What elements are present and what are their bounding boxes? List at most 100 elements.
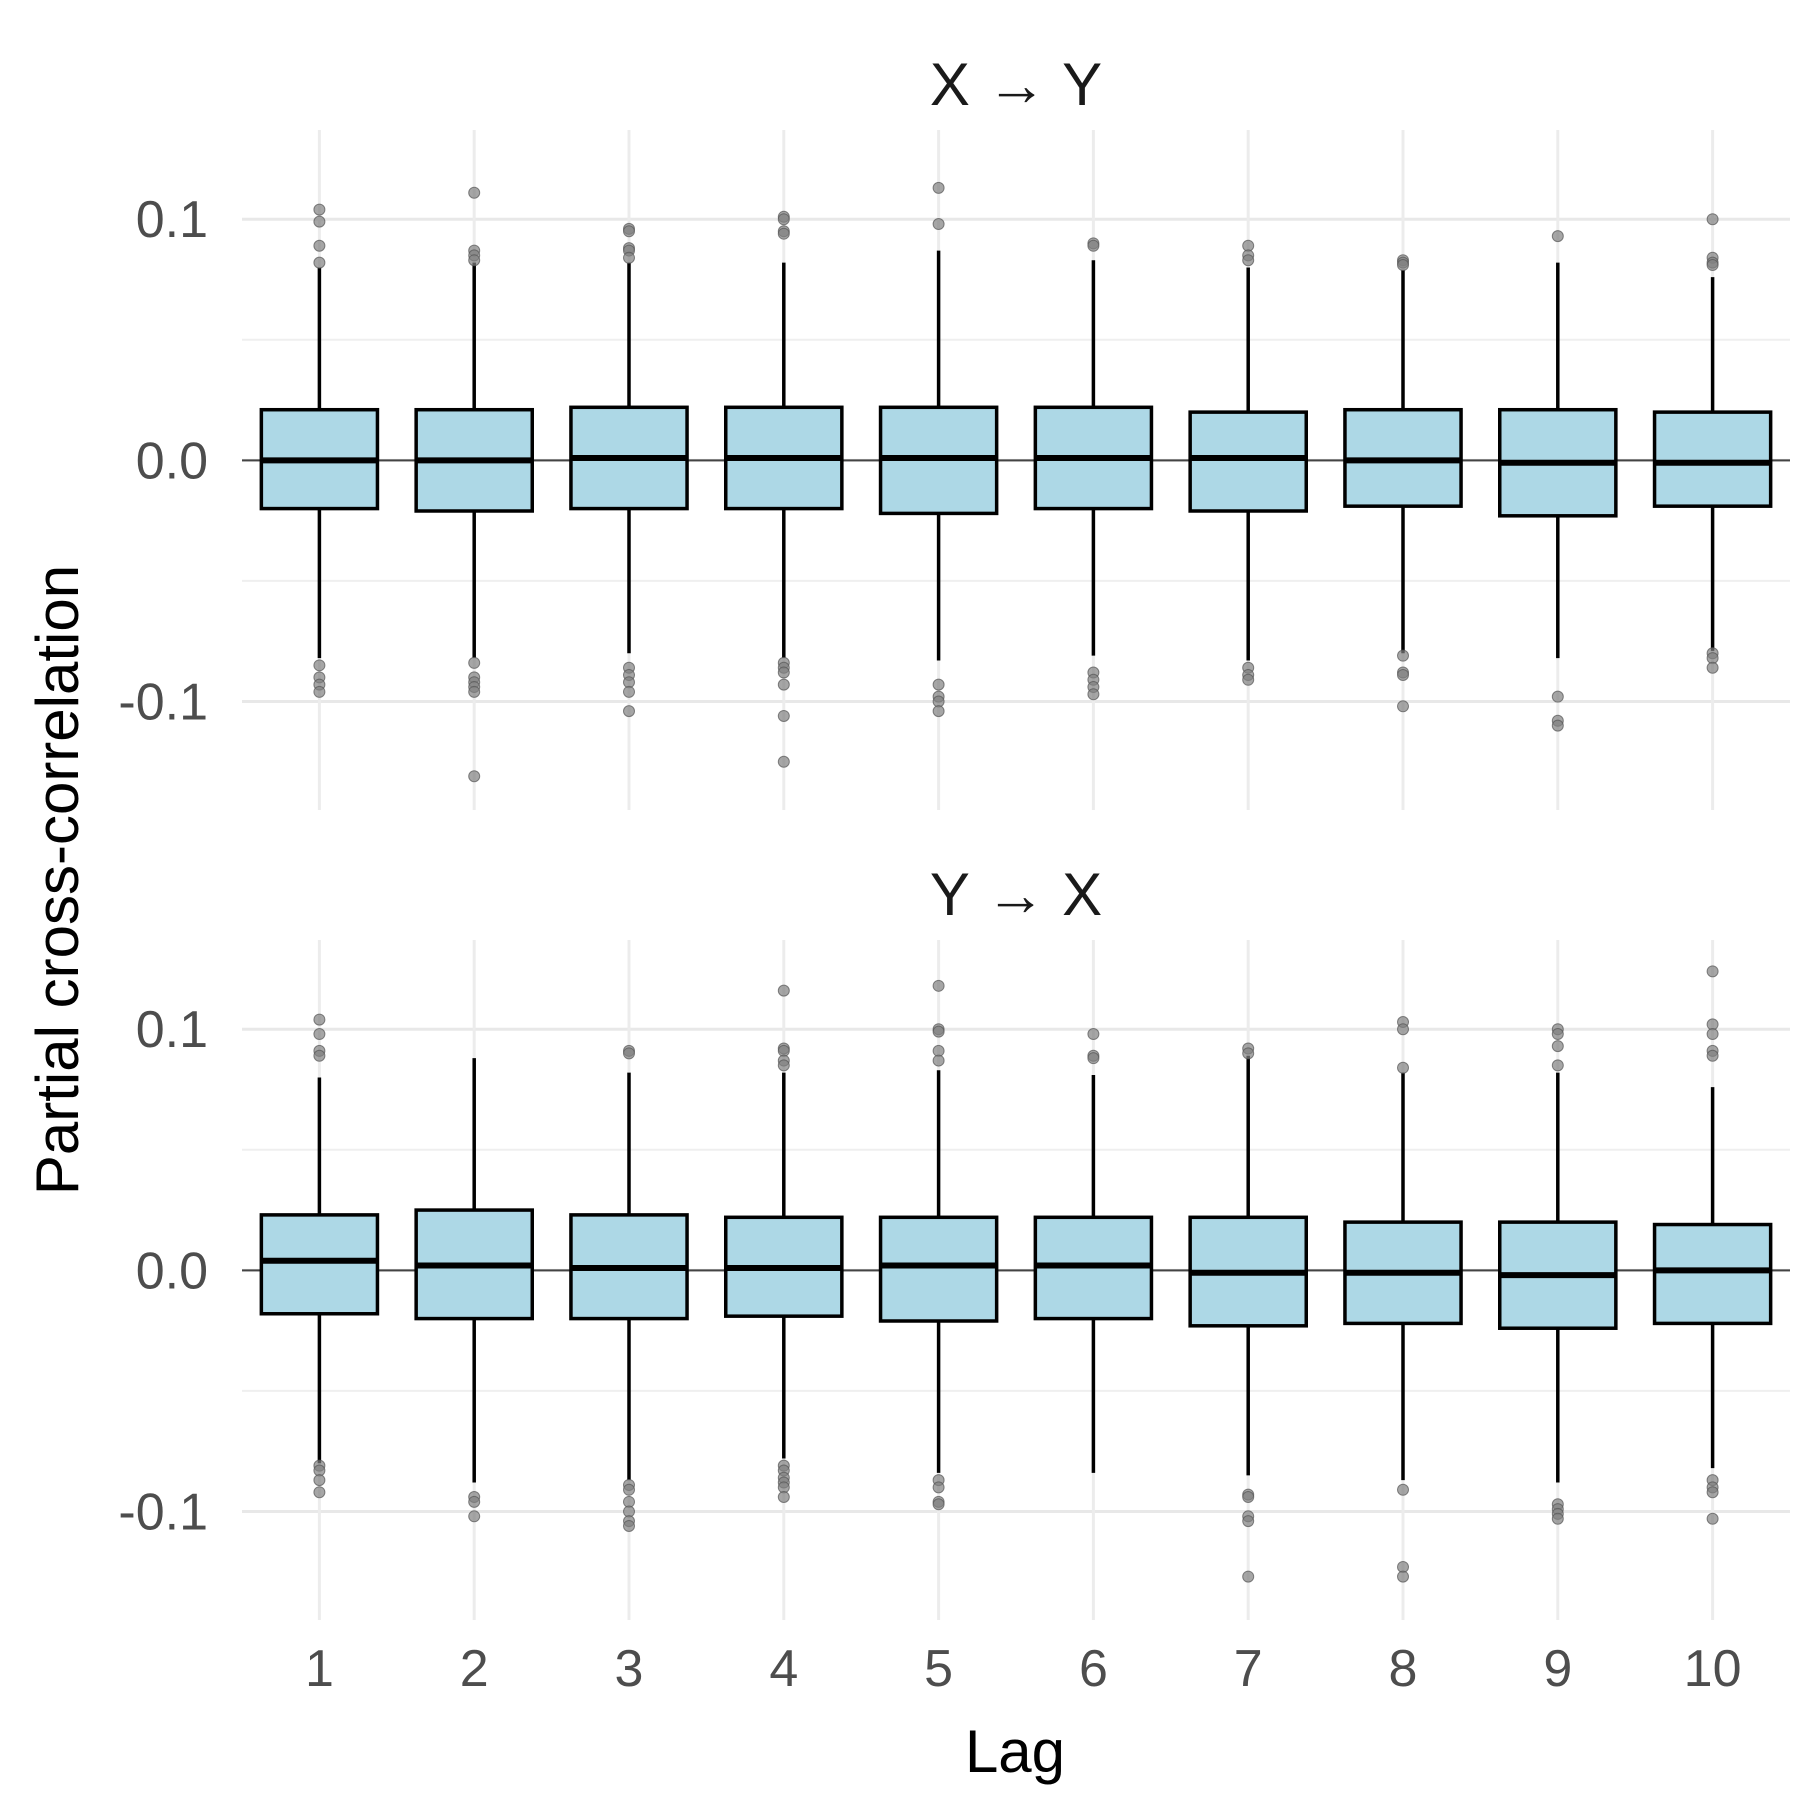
- x-tick-label: 8: [1389, 1640, 1418, 1698]
- box-lag-2: [414, 186, 534, 783]
- outlier-point: [932, 1054, 945, 1067]
- outlier-point: [1397, 259, 1409, 272]
- outlier-point: [1551, 1512, 1564, 1525]
- panel-x-to-y: -0.1 0.0 0.1 X → Y: [118, 51, 1790, 810]
- outlier-point: [313, 685, 326, 698]
- outlier-point: [1087, 1052, 1100, 1065]
- box-iqr: [1188, 410, 1309, 513]
- panel-title: Y → X: [930, 861, 1102, 928]
- outlier-point: [1242, 1570, 1255, 1583]
- outlier-point: [932, 678, 945, 691]
- y-tick-label: 0.0: [136, 1242, 208, 1300]
- box-lag-2: [414, 1058, 534, 1523]
- outlier-point: [1706, 661, 1719, 674]
- outlier-point: [777, 213, 790, 226]
- outlier-point: [932, 705, 945, 718]
- y-tick-label: -0.1: [118, 673, 208, 731]
- outlier-point: [1397, 700, 1409, 713]
- outlier-point: [932, 218, 945, 231]
- outlier-point: [1087, 239, 1100, 252]
- outlier-point: [1706, 965, 1719, 978]
- outlier-point: [1087, 1028, 1100, 1041]
- outlier-point: [623, 225, 635, 238]
- x-tick-label: 10: [1684, 1640, 1742, 1698]
- outlier-point: [777, 227, 790, 240]
- x-tick-label: 9: [1543, 1640, 1572, 1698]
- outlier-point: [313, 215, 326, 228]
- outlier-point: [1551, 1040, 1564, 1053]
- outlier-point: [1242, 1491, 1255, 1504]
- x-axis: 1 2 3 4 5 6 7 8 9 10: [305, 1640, 1742, 1698]
- outlier-point: [777, 984, 790, 997]
- y-tick-label: 0.0: [136, 432, 208, 490]
- outlier-point: [313, 1049, 326, 1062]
- outlier-point: [1551, 719, 1564, 732]
- outlier-point: [468, 685, 481, 698]
- outlier-point: [932, 1025, 945, 1038]
- outlier-point: [468, 770, 481, 783]
- box-iqr: [259, 1213, 380, 1316]
- outlier-point: [1706, 259, 1719, 272]
- outlier-point: [1242, 1515, 1255, 1528]
- outlier-point: [1706, 213, 1719, 226]
- box-lag-4: [724, 210, 844, 768]
- outlier-point: [623, 685, 635, 698]
- outlier-point: [313, 256, 326, 269]
- box-lag-1: [259, 1013, 380, 1499]
- outlier-point: [777, 755, 790, 768]
- outlier-point: [313, 239, 326, 252]
- box-iqr: [1652, 410, 1773, 508]
- y-axis-title: Partial cross-correlation: [24, 565, 91, 1195]
- outlier-point: [1397, 668, 1409, 681]
- outlier-point: [932, 181, 945, 194]
- outlier-point: [1087, 688, 1100, 701]
- box-lag-1: [259, 203, 380, 698]
- outlier-point: [1706, 1486, 1719, 1499]
- outlier-point: [1397, 1570, 1409, 1583]
- outlier-point: [623, 1047, 635, 1060]
- outlier-point: [932, 979, 945, 992]
- outlier-point: [1551, 1028, 1564, 1041]
- box-lag-6: [1033, 237, 1154, 701]
- outlier-point: [1551, 690, 1564, 703]
- outlier-point: [623, 1519, 635, 1532]
- outlier-point: [313, 1486, 326, 1499]
- outlier-point: [623, 251, 635, 264]
- outlier-point: [468, 186, 481, 199]
- outlier-point: [623, 1483, 635, 1496]
- box-lag-5: [878, 979, 999, 1511]
- box-iqr: [1652, 1222, 1773, 1326]
- panel-title: X → Y: [930, 51, 1102, 118]
- outlier-point: [777, 1491, 790, 1504]
- box-lag-8: [1343, 254, 1463, 713]
- box-lag-8: [1343, 1015, 1463, 1583]
- outlier-point: [1242, 673, 1255, 686]
- outlier-point: [468, 1510, 481, 1523]
- outlier-point: [313, 203, 326, 216]
- box-lag-5: [878, 181, 999, 718]
- outlier-point: [1706, 1028, 1719, 1041]
- outlier-point: [932, 1481, 945, 1494]
- outlier-point: [777, 666, 790, 679]
- outlier-point: [1706, 1512, 1719, 1525]
- x-tick-label: 4: [769, 1640, 798, 1698]
- box-lag-7: [1188, 1042, 1309, 1583]
- box-lag-9: [1498, 1023, 1618, 1525]
- outlier-point: [468, 656, 481, 669]
- outlier-point: [313, 1474, 326, 1487]
- x-tick-label: 3: [615, 1640, 644, 1698]
- box-lag-3: [569, 222, 689, 718]
- box-lag-9: [1498, 230, 1618, 732]
- x-tick-label: 6: [1079, 1640, 1108, 1698]
- outlier-point: [1397, 1061, 1409, 1074]
- box-iqr: [878, 1215, 999, 1323]
- x-tick-label: 5: [924, 1640, 953, 1698]
- outlier-point: [932, 1498, 945, 1511]
- panel-y-to-x: -0.1 0.0 0.1 Y → X: [118, 861, 1790, 1620]
- x-tick-label: 7: [1234, 1640, 1263, 1698]
- box-lag-10: [1652, 213, 1773, 674]
- outlier-point: [1242, 1047, 1255, 1060]
- outlier-point: [313, 659, 326, 672]
- outlier-point: [313, 1028, 326, 1041]
